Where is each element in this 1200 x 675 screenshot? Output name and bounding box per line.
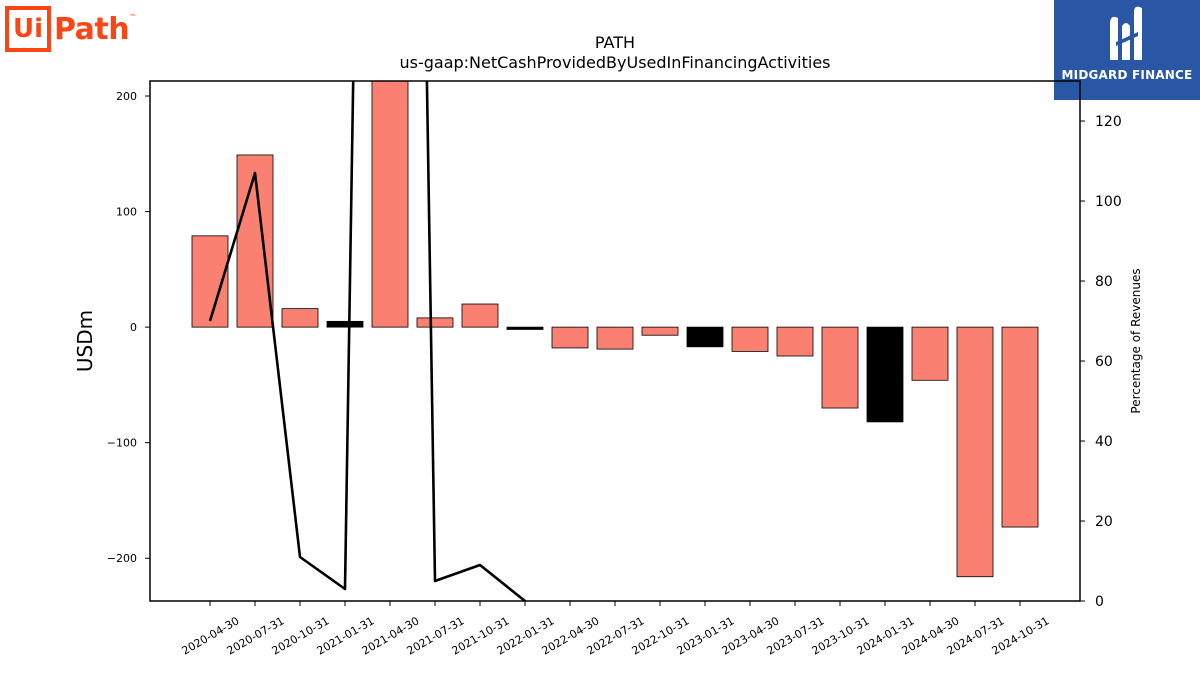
bar [686,326,724,348]
bar [371,81,409,328]
bar-series [191,81,1039,578]
bar [551,326,589,349]
y-tick-label: 0 [130,321,137,334]
bar [956,326,994,578]
percentage-line [208,81,527,601]
bar [866,326,904,423]
bar [506,326,544,330]
y2-tick-label: 20 [1095,514,1113,530]
y2-tick-label: 100 [1095,194,1122,210]
bar [326,320,364,328]
midgard-logo-name: MIDGARD FINANCE [1061,68,1193,82]
y-tick-label: 100 [116,206,137,219]
y2-axis-label: Percentage of Revenues [1129,268,1143,413]
midgard-finance-logo: MIDGARD FINANCE [1054,0,1200,100]
y-tick-label: −100 [107,437,137,450]
chart-title: PATH [595,33,635,52]
bar [281,308,319,328]
bar [776,326,814,357]
y-axis-label: USDm [73,310,97,372]
bar [1001,326,1039,528]
y-tick-label: −200 [107,552,137,565]
y2-tick-label: 40 [1095,434,1113,450]
uipath-logo: Ui Path ™ [5,5,136,53]
bar [821,326,859,409]
bar [596,326,634,350]
y2-tick-label: 120 [1095,114,1122,130]
line-series [208,81,527,601]
bar [731,326,769,352]
y-tick-label: 200 [116,90,137,103]
uipath-logo-tm: ™ [129,13,137,21]
midgard-emblem-icon [1110,6,1142,60]
bar [641,326,679,336]
bar [416,317,454,328]
y2-tick-label: 0 [1095,594,1104,610]
chart-subtitle: us-gaap:NetCashProvidedByUsedInFinancing… [399,53,830,72]
bar [461,303,499,328]
bar [911,326,949,381]
y2-tick-label: 60 [1095,354,1113,370]
uipath-logo-box: Ui [5,6,51,52]
uipath-logo-word: Path [54,11,130,47]
y2-tick-label: 80 [1095,274,1113,290]
